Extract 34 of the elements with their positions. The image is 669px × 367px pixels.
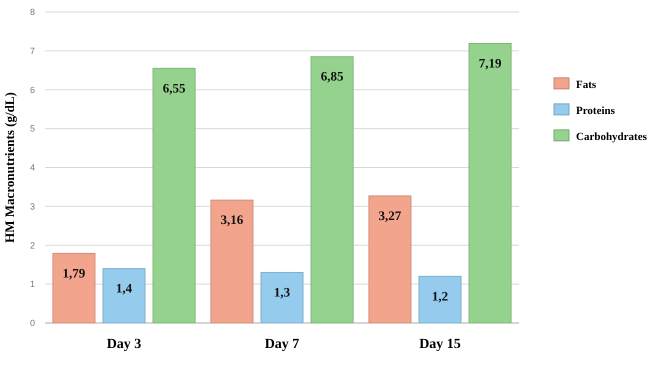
bar bbox=[310, 56, 354, 324]
data-label: 1,79 bbox=[62, 265, 86, 280]
legend-label: Carbohydrates bbox=[576, 130, 648, 143]
bar bbox=[260, 272, 304, 324]
y-tick-label: 1 bbox=[30, 279, 35, 290]
y-tick-label: 7 bbox=[30, 46, 35, 56]
y-tick-label: 4 bbox=[30, 162, 35, 172]
y-tick-label: 0 bbox=[30, 318, 35, 328]
data-label: 1,2 bbox=[432, 288, 448, 304]
bar bbox=[102, 268, 146, 324]
legend-label: Proteins bbox=[576, 104, 616, 117]
bar bbox=[468, 42, 512, 324]
data-label: 3,27 bbox=[378, 208, 402, 223]
y-tick-label: 5 bbox=[30, 124, 35, 134]
y-tick-label: 2 bbox=[30, 240, 35, 250]
y-tick-label: 8 bbox=[30, 7, 35, 17]
data-label: 1,4 bbox=[116, 280, 133, 296]
bar bbox=[210, 200, 254, 324]
data-label: 6,55 bbox=[162, 80, 186, 96]
bar bbox=[52, 252, 96, 324]
y-tick-label: 6 bbox=[30, 84, 35, 95]
data-label: 3,16 bbox=[220, 212, 244, 228]
x-tick-label: Day 7 bbox=[264, 337, 300, 352]
data-label: 6,85 bbox=[320, 68, 344, 84]
x-tick-label: Day 3 bbox=[106, 337, 142, 352]
x-tick-label: Day 15 bbox=[419, 337, 461, 352]
data-label: 1,3 bbox=[274, 284, 291, 300]
bar bbox=[152, 68, 196, 324]
bar bbox=[368, 195, 412, 324]
legend-label: Fats bbox=[576, 78, 597, 91]
y-tick-label: 3 bbox=[30, 201, 35, 212]
data-label: 7,19 bbox=[478, 55, 502, 70]
bar bbox=[418, 276, 462, 324]
y-axis-title: HM Macronutrients (g/dL) bbox=[2, 92, 17, 243]
